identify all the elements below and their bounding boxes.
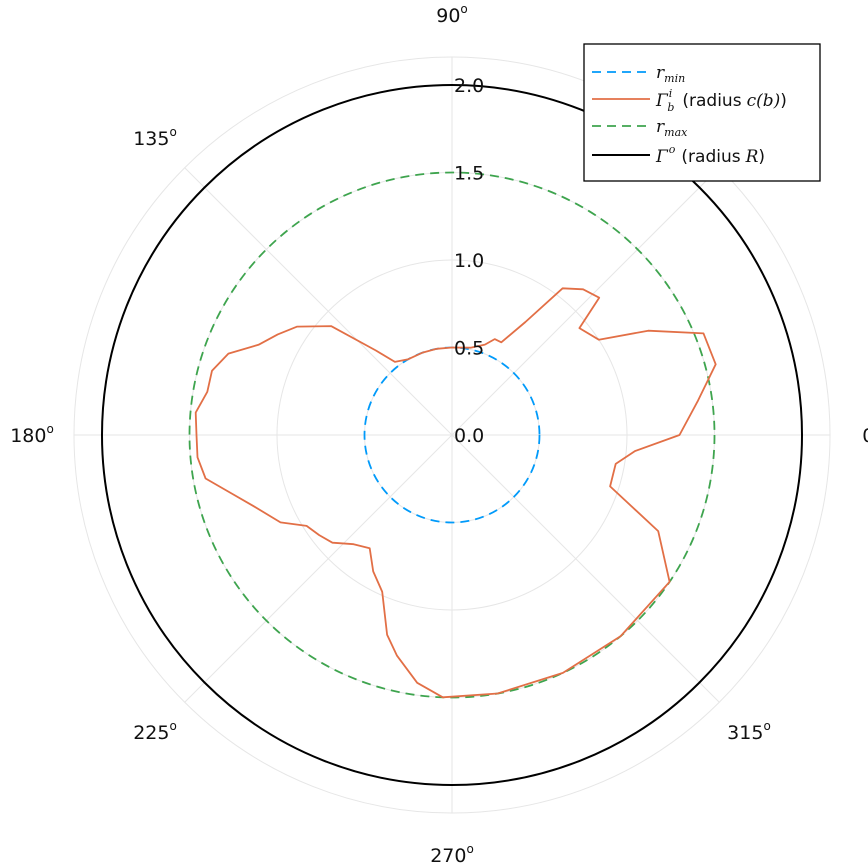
legend-label-gamma-b: Γi b (radius c(b)): [655, 87, 787, 114]
legend-label-gamma-o: Γo (radius R): [655, 143, 765, 167]
angular-gridline: [451, 167, 720, 436]
series-1-line: [194, 287, 717, 699]
radial-tick-label: 1.0: [454, 250, 484, 272]
angular-tick-label-0: 0o: [862, 422, 868, 447]
legend-label-rmax: rmax: [656, 117, 688, 139]
angular-tick-label-270: 270o: [430, 842, 474, 867]
legend-label-rmin: rmin: [656, 63, 685, 85]
radial-tick-label: 2.0: [454, 75, 484, 97]
radial-tick-label: 0.0: [454, 425, 484, 447]
radial-tick-labels: 0.0 0.5 1.0 1.5 2.0: [454, 75, 484, 447]
radial-tick-label: 1.5: [454, 163, 484, 185]
angular-tick-label-180: 180o: [10, 422, 54, 447]
angular-tick-label-90: 90o: [436, 2, 468, 27]
radial-tick-label: 0.5: [454, 338, 484, 360]
angular-tick-label-135: 135o: [133, 125, 177, 150]
angular-gridline: [451, 434, 720, 703]
angular-tick-label-315: 315o: [727, 719, 771, 744]
legend: rmin Γi b (radius c(b)) rmax Γo (radius R): [583, 43, 821, 182]
series-3-circle: [101, 84, 803, 786]
angular-gridline: [184, 167, 453, 436]
angular-tick-labels: 0o45o90o135o180o225o270o315o: [10, 2, 868, 867]
legend-box: [583, 43, 821, 182]
series-group: [101, 84, 803, 786]
angular-tick-label-225: 225o: [133, 719, 177, 744]
angular-gridline: [184, 434, 453, 703]
